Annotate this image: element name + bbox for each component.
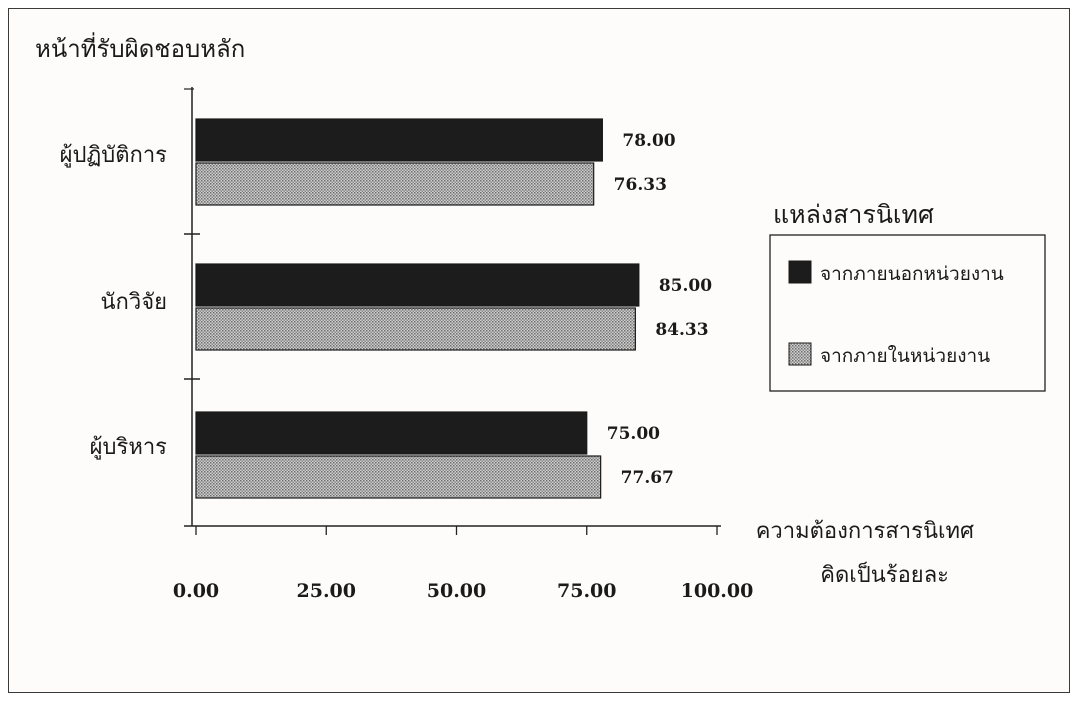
bar-chart: หน้าที่รับผิดชอบหลัก 0.00 25.00 50.00 75.00 1… [35, 32, 1046, 602]
legend-title: แหล่งสารนิเทศ [773, 200, 934, 229]
y-category-label: นักวิจัย [101, 290, 168, 315]
x-tick-label: 75.00 [557, 580, 617, 602]
data-label: 84.33 [655, 320, 708, 340]
legend-box [769, 234, 1046, 392]
bar-internal [195, 307, 636, 351]
legend-swatch-external [788, 260, 812, 284]
bar-external [195, 411, 588, 455]
y-category-label: ผู้ปฏิบัติการ [60, 143, 168, 168]
legend-swatch-internal [788, 342, 812, 366]
data-label: 76.33 [614, 175, 667, 195]
bar-external [195, 263, 640, 307]
y-category-label: ผู้บริหาร [90, 435, 168, 460]
data-label: 78.00 [622, 131, 675, 151]
legend-label: จากภายนอกหน่วยงาน [820, 263, 1004, 285]
x-tick-label: 0.00 [173, 580, 219, 602]
bar-internal [195, 162, 595, 206]
x-tick-label: 25.00 [297, 580, 357, 602]
x-axis-label: คิดเป็นร้อยละ [820, 560, 949, 588]
x-axis-label: ความต้องการสารนิเทศ [756, 519, 974, 544]
data-label: 75.00 [607, 424, 660, 444]
chart-frame: หน้าที่รับผิดชอบหลัก 0.00 25.00 50.00 75.00 1… [8, 8, 1070, 693]
data-label: 77.67 [621, 468, 674, 488]
bar-internal [195, 455, 602, 499]
chart-title: หน้าที่รับผิดชอบหลัก [35, 32, 245, 63]
bar-external [195, 118, 603, 162]
data-label: 85.00 [659, 276, 712, 296]
plot-area: หน้าที่รับผิดชอบหลัก 0.00 25.00 50.00 75.00 1… [35, 32, 1046, 602]
legend-label: จากภายในหน่วยงาน [820, 345, 990, 367]
x-tick-label: 100.00 [681, 580, 754, 602]
x-tick-label: 50.00 [427, 580, 487, 602]
